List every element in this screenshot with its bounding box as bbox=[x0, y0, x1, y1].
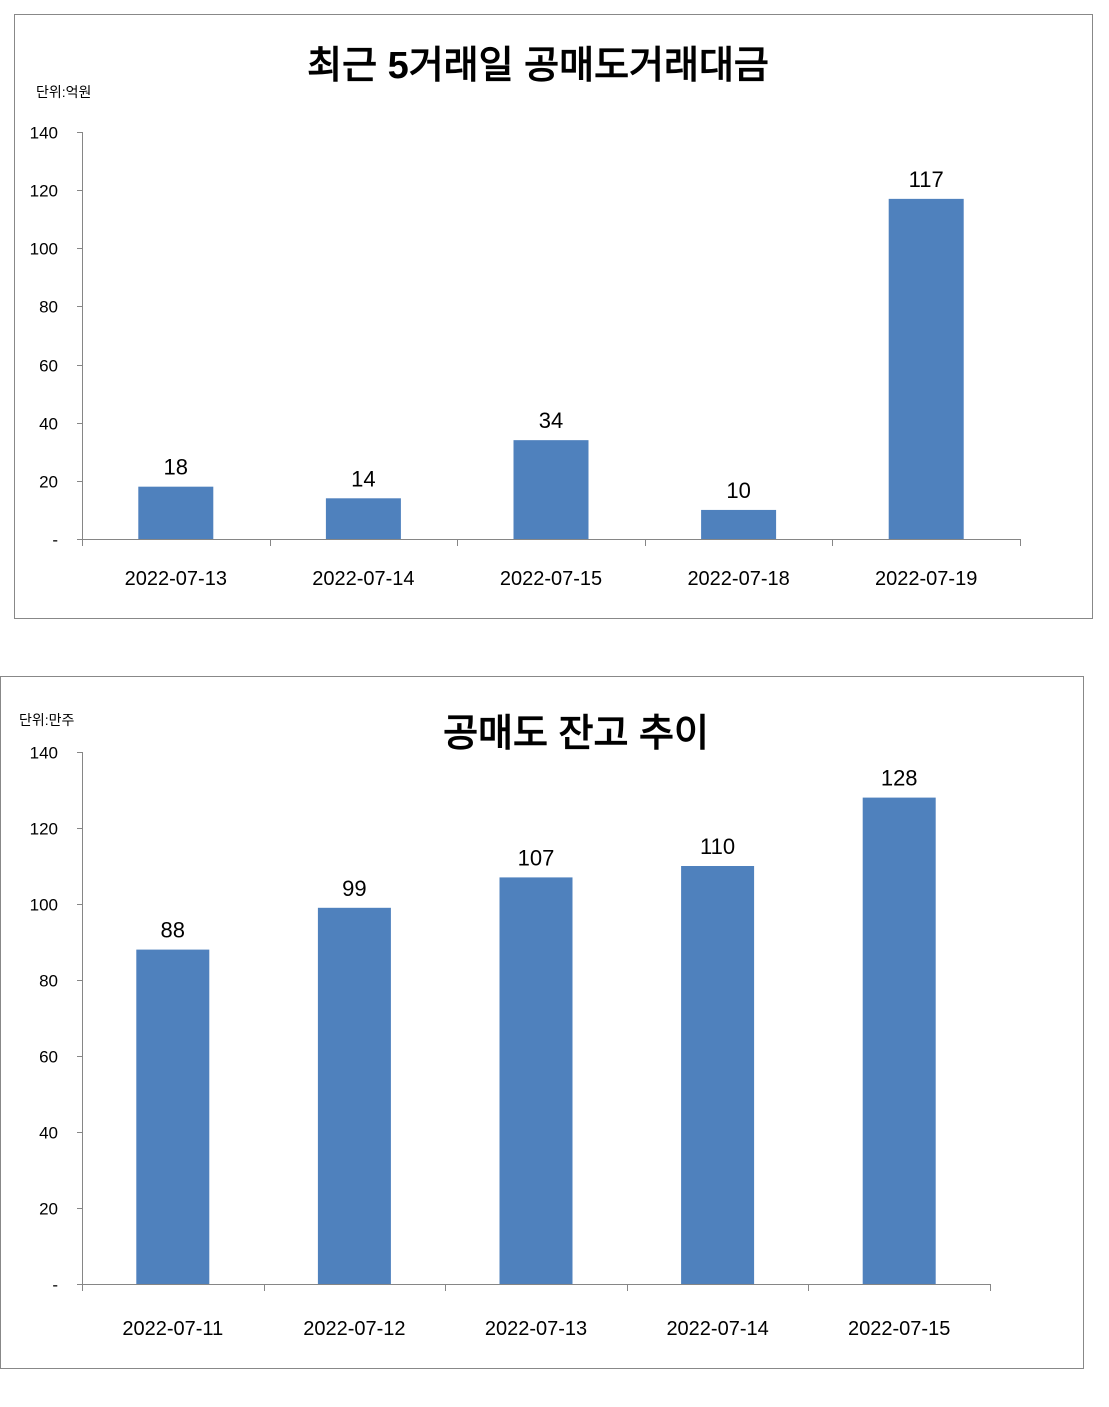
bar bbox=[513, 440, 589, 539]
y-tick-label: 80 bbox=[39, 972, 58, 991]
y-tick-label: 20 bbox=[39, 473, 58, 492]
data-label: 10 bbox=[726, 478, 750, 503]
y-tick-label: 100 bbox=[30, 896, 58, 915]
y-tick-label: 20 bbox=[39, 1200, 58, 1219]
x-category-label: 2022-07-13 bbox=[485, 1318, 587, 1340]
bar bbox=[681, 866, 755, 1284]
data-label: 110 bbox=[700, 834, 735, 859]
x-category-label: 2022-07-13 bbox=[125, 568, 227, 590]
bar bbox=[138, 486, 214, 539]
x-category-label: 2022-07-11 bbox=[122, 1318, 223, 1340]
data-label: 99 bbox=[342, 876, 366, 901]
x-category-label: 2022-07-15 bbox=[500, 568, 602, 590]
data-label: 117 bbox=[909, 167, 944, 192]
bar bbox=[499, 877, 573, 1284]
y-tick-label: 40 bbox=[39, 1124, 58, 1143]
y-tick-label: 60 bbox=[39, 357, 58, 376]
y-tick-label: 40 bbox=[39, 415, 58, 434]
x-category-label: 2022-07-18 bbox=[687, 568, 789, 590]
chart-short-selling-amount: 최근 5거래일 공매도거래대금 단위:억원 - 20 40 60 80 100 120 140… bbox=[14, 14, 1093, 619]
x-category-label: 2022-07-14 bbox=[312, 568, 414, 590]
data-label: 34 bbox=[539, 408, 563, 433]
data-label: 18 bbox=[164, 455, 188, 480]
data-label: 14 bbox=[351, 466, 375, 491]
y-tick-label: 120 bbox=[30, 820, 58, 839]
data-label: 88 bbox=[161, 918, 185, 943]
chart-title: 최근 5거래일 공매도거래대금 bbox=[307, 45, 769, 87]
y-tick-label: - bbox=[52, 531, 58, 550]
y-tick-label: 140 bbox=[30, 744, 58, 763]
bar bbox=[862, 797, 936, 1284]
data-label: 128 bbox=[881, 766, 918, 791]
chart-title: 공매도 잔고 추이 bbox=[443, 713, 709, 755]
unit-label: 단위:억원 bbox=[36, 84, 91, 100]
y-tick-label: 60 bbox=[39, 1048, 58, 1067]
x-category-label: 2022-07-19 bbox=[875, 568, 977, 590]
bar bbox=[325, 498, 401, 539]
x-category-label: 2022-07-15 bbox=[848, 1318, 950, 1340]
chart-short-balance-trend: 공매도 잔고 추이 단위:만주 - 20 40 60 80 100 120 140 88 2022… bbox=[0, 676, 1084, 1369]
x-category-label: 2022-07-12 bbox=[303, 1318, 405, 1340]
bar bbox=[136, 949, 210, 1284]
y-tick-label: 120 bbox=[30, 182, 58, 201]
y-tick-label: 140 bbox=[30, 124, 58, 143]
unit-label: 단위:만주 bbox=[19, 712, 75, 728]
y-tick-label: 80 bbox=[39, 298, 58, 317]
y-tick-label: - bbox=[52, 1276, 58, 1295]
x-category-label: 2022-07-14 bbox=[666, 1318, 768, 1340]
data-label: 107 bbox=[518, 845, 555, 870]
bar bbox=[888, 198, 964, 539]
bar bbox=[701, 509, 777, 539]
bar bbox=[317, 907, 391, 1284]
y-tick-label: 100 bbox=[30, 240, 58, 259]
